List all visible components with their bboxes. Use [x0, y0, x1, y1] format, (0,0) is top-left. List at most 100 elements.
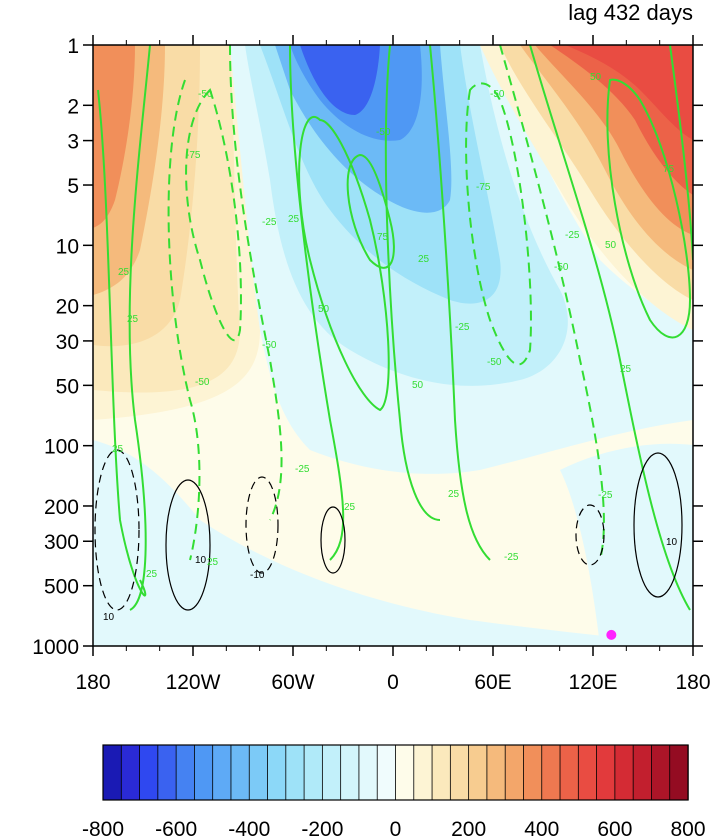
y-tick-label: 100 [44, 436, 79, 459]
y-tick-label: 2 [67, 95, 79, 118]
contour-label: -10 [250, 570, 265, 581]
y-axis: 1 2 3 5 10 20 30 50 100 200 300 500 1000 [32, 35, 703, 659]
colorbar-label: 0 [390, 818, 402, 838]
shade-pos-west-5 [93, 45, 135, 228]
contour-green-solid [669, 45, 693, 261]
y-tick-label: 5 [67, 175, 79, 198]
colorbar-frame [102, 744, 689, 801]
contour-label: -50 [198, 89, 213, 100]
contour-label: -75 [186, 150, 201, 161]
contour-label: -25 [262, 217, 277, 228]
x-tick-label: 0 [387, 671, 399, 694]
colorbar-swatch [504, 744, 525, 801]
contour-green-solid [606, 78, 692, 339]
contour-label: 25 [207, 557, 219, 568]
colorbar-swatch [285, 744, 305, 801]
contour-label: 25 [127, 314, 139, 325]
colorbar-swatch [340, 744, 360, 801]
x-tick-label: 60W [271, 671, 314, 694]
contour-label: 10 [666, 537, 678, 548]
contour-label: 25 [418, 254, 430, 265]
contour-green-solid [289, 45, 345, 561]
shade-pos-east-6 [565, 45, 693, 140]
contour-label: -25 [455, 322, 470, 333]
y-tick-label: 3 [67, 131, 79, 154]
shade-neg-6 [300, 45, 380, 115]
contour-green-dashed [229, 45, 283, 521]
location-marker [606, 629, 617, 640]
colorbar-swatch [376, 744, 397, 801]
colorbar-label: 200 [451, 818, 486, 838]
contour-green-solid [429, 45, 491, 561]
contour-green-dashed [167, 79, 201, 561]
colorbar-swatch [449, 744, 470, 801]
colorbar-swatch [212, 744, 232, 801]
contour-black-solid [320, 506, 346, 574]
contour-label: 75 [377, 232, 389, 243]
colorbar-swatch [230, 744, 250, 801]
contour-label: 25 [146, 569, 158, 580]
shade-neg-low-east [560, 443, 693, 646]
colorbar-swatch [102, 744, 122, 801]
plot-area: -50 -75 25 25 -25 -50 -50 25 50 75 -50 2… [93, 45, 693, 646]
contour-green-solid [298, 116, 390, 412]
contour-green-dashed [465, 82, 532, 366]
colorbar-swatch [614, 744, 634, 801]
contour-label: -50 [262, 340, 277, 351]
contour-labels: -50 -75 25 25 -25 -50 -50 25 50 75 -50 2… [103, 72, 678, 623]
colorbar-label: -200 [301, 818, 343, 838]
contour-label: 25 [448, 489, 460, 500]
contour-label: -25 [565, 230, 580, 241]
contour-green-solid [529, 45, 691, 611]
contour-lines [94, 45, 693, 611]
contour-black-dashed [94, 449, 140, 611]
y-tick-label: 50 [56, 375, 79, 398]
contour-label: -25 [295, 464, 310, 475]
contour-label: 25 [118, 267, 130, 278]
colorbar-swatch [632, 744, 653, 801]
colorbar-swatch [267, 744, 287, 801]
colorbar-label: 600 [597, 818, 632, 838]
contour-green-solid [384, 45, 441, 521]
colorbar-label: 400 [524, 818, 559, 838]
contour-label: -75 [476, 182, 491, 193]
colorbar-swatch [395, 744, 415, 801]
y-tick-label: 30 [56, 331, 79, 354]
colorbar-swatch [120, 744, 141, 801]
y-tick-label: 1 [67, 35, 79, 58]
contour-label: -50 [376, 127, 391, 138]
colorbar-swatch [303, 744, 324, 801]
chart-title: lag 432 days [568, 0, 693, 25]
colorbar-label: -400 [228, 818, 270, 838]
contour-label: 10 [195, 555, 207, 566]
contour-label: -50 [195, 377, 210, 388]
colorbar: -800 -600 -400 -200 0 200 400 600 800 [82, 744, 706, 838]
y-tick-label: 20 [56, 296, 79, 319]
colorbar-swatch [541, 744, 561, 801]
colorbar-swatch [175, 744, 196, 801]
colorbar-label: -600 [155, 818, 197, 838]
colorbar-swatch [523, 744, 543, 801]
colorbar-swatch [321, 744, 342, 801]
contour-label: 10 [103, 612, 115, 623]
colorbar-swatch [194, 744, 214, 801]
contour-label: 25 [344, 502, 356, 513]
colorbar-swatch [559, 744, 580, 801]
contour-label: -50 [554, 262, 569, 273]
contour-label: 50 [318, 304, 330, 315]
x-tick-label: 120E [568, 671, 617, 694]
colorbar-swatch [157, 744, 177, 801]
y-tick-label: 10 [56, 235, 79, 258]
contour-black-solid [633, 452, 683, 598]
contour-green-solid [346, 153, 395, 269]
contour-green-dashed [499, 45, 605, 561]
contour-green-solid [128, 45, 151, 611]
contour-label: 50 [590, 72, 602, 83]
contour-black-dashed [575, 504, 605, 566]
x-axis: 180 120W 60W 0 60E 120E 180 [75, 35, 711, 694]
contour-label: -50 [487, 357, 502, 368]
x-tick-label: 120W [166, 671, 221, 694]
colorbar-swatch [596, 744, 616, 801]
contour-label: 25 [288, 214, 300, 225]
